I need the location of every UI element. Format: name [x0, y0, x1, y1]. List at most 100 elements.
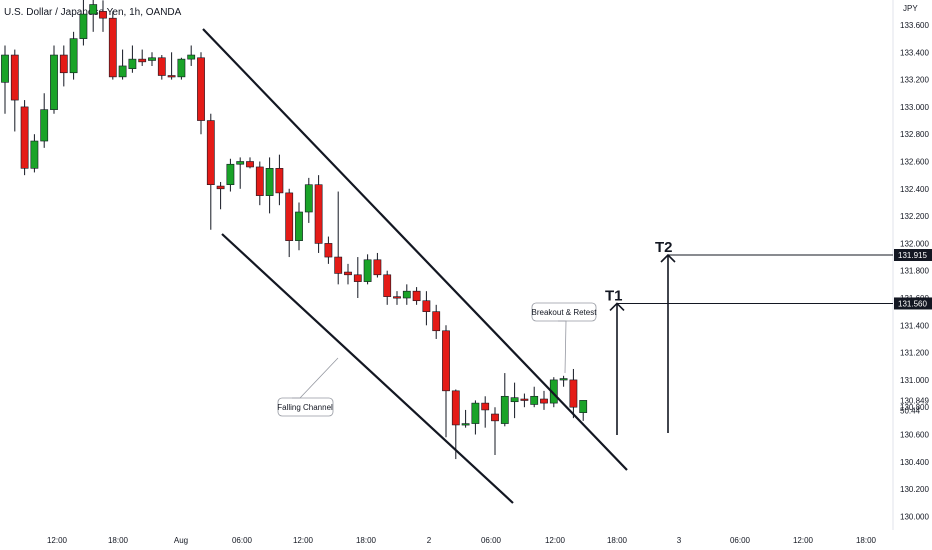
- candle-down[interactable]: [246, 161, 254, 168]
- candle-up[interactable]: [118, 65, 127, 78]
- candle-up[interactable]: [559, 378, 568, 381]
- candle-down[interactable]: [451, 390, 460, 426]
- price-tick-label: 132.200: [900, 212, 929, 221]
- candle-down[interactable]: [216, 185, 225, 190]
- candle-down[interactable]: [334, 256, 343, 274]
- candle-up[interactable]: [363, 259, 372, 282]
- candle-down[interactable]: [275, 168, 284, 194]
- callout-text: Falling Channel: [277, 403, 333, 412]
- price-tick-label: 133.200: [900, 76, 929, 85]
- candle-up[interactable]: [50, 54, 58, 110]
- time-tick-label: Aug: [174, 536, 188, 545]
- candle-up[interactable]: [30, 140, 39, 169]
- price-tick-label: 130.600: [900, 431, 929, 440]
- price-tick-label: 133.400: [900, 48, 929, 57]
- callout-box[interactable]: [277, 397, 334, 417]
- candle-up[interactable]: [295, 211, 303, 241]
- candle-up[interactable]: [89, 4, 98, 15]
- candle-up[interactable]: [69, 38, 78, 74]
- time-tick-label: 12:00: [47, 536, 68, 545]
- candle-up[interactable]: [579, 400, 588, 413]
- candle-down[interactable]: [255, 166, 264, 196]
- candle-down[interactable]: [412, 290, 421, 302]
- candle-down[interactable]: [59, 54, 68, 74]
- time-tick-label: 18:00: [356, 536, 377, 545]
- price-tick-label: 131.400: [900, 321, 929, 330]
- price-tick-label: 132.800: [900, 130, 929, 139]
- candle-down[interactable]: [157, 57, 166, 76]
- time-tick-label: 18:00: [607, 536, 628, 545]
- target-label: T2: [655, 239, 673, 256]
- candle-up[interactable]: [461, 423, 470, 426]
- price-tick-label: 132.400: [900, 185, 929, 194]
- candle-up[interactable]: [265, 168, 274, 196]
- candle-down[interactable]: [20, 106, 29, 169]
- candle-up[interactable]: [510, 397, 519, 403]
- candle-up[interactable]: [1, 54, 9, 83]
- time-tick-label: 12:00: [545, 536, 566, 545]
- price-tick-label: 130.200: [900, 485, 929, 494]
- price-tick-label: 131.200: [900, 349, 929, 358]
- candle-down[interactable]: [432, 311, 441, 332]
- price-tag-box: [894, 297, 932, 310]
- price-tick-label: 132.000: [900, 239, 929, 248]
- candle-up[interactable]: [530, 395, 539, 405]
- candle-up[interactable]: [226, 163, 235, 186]
- candle-up[interactable]: [177, 58, 186, 78]
- price-tag-text: 131.915: [898, 251, 927, 260]
- current-price-label: 130.849: [900, 397, 929, 406]
- candle-up[interactable]: [236, 161, 245, 165]
- candle-down[interactable]: [324, 243, 333, 258]
- candle-up[interactable]: [402, 290, 411, 299]
- time-tick-label: 12:00: [793, 536, 814, 545]
- candle-down[interactable]: [383, 274, 392, 297]
- time-tick-label: 3: [677, 536, 682, 545]
- price-tick-label: 132.600: [900, 158, 929, 167]
- candle-down[interactable]: [10, 54, 19, 101]
- candle-up[interactable]: [471, 402, 480, 424]
- candle-up[interactable]: [500, 395, 509, 424]
- time-tick-label: 06:00: [232, 536, 253, 545]
- candle-down[interactable]: [197, 57, 205, 121]
- price-tick-label: 133.600: [900, 21, 929, 30]
- candle-down[interactable]: [540, 398, 548, 404]
- candle-up[interactable]: [304, 184, 313, 213]
- price-tag-box: [894, 249, 932, 262]
- candle-down[interactable]: [393, 296, 401, 299]
- candle-down[interactable]: [99, 11, 107, 19]
- candle-down[interactable]: [353, 274, 362, 282]
- candle-down[interactable]: [373, 259, 382, 276]
- candle-down[interactable]: [314, 184, 323, 244]
- channel-lower-line[interactable]: [221, 233, 514, 504]
- candle-down[interactable]: [108, 17, 117, 78]
- candle-down[interactable]: [442, 330, 450, 392]
- candle-up[interactable]: [79, 13, 88, 39]
- callout-text: Breakout & Retest: [532, 308, 598, 317]
- candle-down[interactable]: [520, 398, 529, 401]
- time-tick-label: 2: [427, 536, 432, 545]
- price-tag-text: 131.560: [898, 299, 927, 308]
- candle-down[interactable]: [481, 402, 490, 411]
- channel-upper-line[interactable]: [202, 28, 628, 471]
- candle-down[interactable]: [344, 271, 352, 276]
- price-tick-label: 130.000: [900, 512, 929, 521]
- candle-down[interactable]: [422, 300, 431, 312]
- candle-down[interactable]: [206, 120, 215, 186]
- price-tick-label: 130.800: [900, 403, 929, 412]
- candle-down[interactable]: [569, 379, 578, 408]
- candle-up[interactable]: [40, 109, 49, 142]
- time-tick-label: 06:00: [481, 536, 502, 545]
- price-tick-label: 133.000: [900, 103, 929, 112]
- time-tick-label: 12:00: [293, 536, 314, 545]
- currency-label: JPY: [903, 4, 918, 13]
- candle-up[interactable]: [148, 57, 156, 61]
- callout-pointer: [292, 357, 339, 399]
- candle-down[interactable]: [491, 413, 499, 422]
- candle-up[interactable]: [187, 54, 196, 60]
- candle-down[interactable]: [138, 58, 147, 63]
- candle-up[interactable]: [128, 58, 137, 69]
- countdown-label: 50:44: [900, 407, 921, 416]
- candle-down[interactable]: [167, 75, 176, 78]
- candle-down[interactable]: [285, 192, 294, 241]
